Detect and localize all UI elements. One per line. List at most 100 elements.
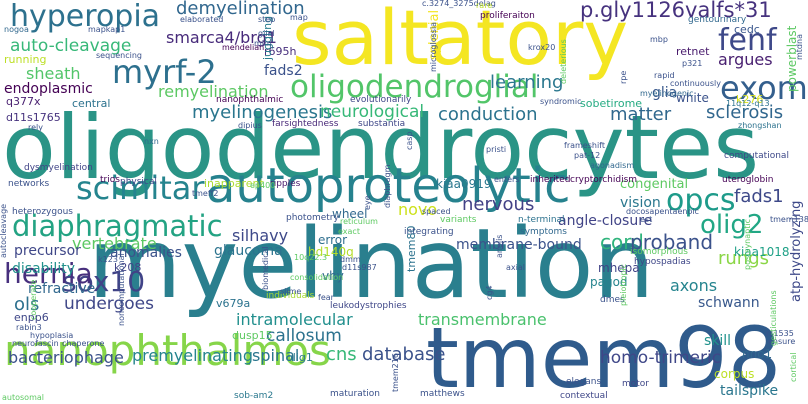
word-microglossia: deleterious (559, 39, 568, 84)
word-axial: slime (280, 287, 302, 296)
word-kiaa0919: kiaa0919 (436, 177, 492, 191)
word-trios: trios (100, 175, 120, 185)
word-p-gly1126valfs-31: p.gly1126valfs*31 (580, 0, 772, 22)
word-retnet: retnet (676, 45, 710, 58)
word-premyelinating: premyelinating (132, 346, 253, 365)
word-gentourinary: gentourinary (688, 15, 747, 25)
word-fenf: fenf (718, 23, 777, 58)
word-axons: axons (670, 276, 718, 295)
word-chaperone: neurofascin (12, 339, 59, 348)
word-rabin3: k123 (98, 255, 118, 264)
word-exact: tmeff2 (192, 189, 219, 198)
word-nervous: nervous (462, 194, 535, 215)
word-sequencing: mapkap1 (88, 25, 126, 34)
word-continuously: rapid (654, 71, 675, 80)
word-undergoes: undergoes (64, 294, 154, 314)
word-frameshift: zhongshan (738, 121, 782, 130)
word-diaphragmatic: diaphragmatic (12, 209, 223, 243)
word-biomedical: noncomputational (117, 253, 126, 326)
word-inherited: inherited (530, 175, 571, 185)
word-neurological: neurological (320, 102, 425, 122)
word-isomorphous: symptoms (520, 227, 567, 237)
word-rs1535: axial (506, 263, 525, 272)
word-auto-cleavage: auto-cleavage (10, 36, 132, 56)
word-n-terminal: variants (440, 215, 477, 225)
word-evolutionarily: evolutionarily (350, 95, 412, 105)
word-q377x: q377x (6, 95, 41, 108)
word-cooperate: eye (363, 195, 372, 210)
word-autosomal: chaperone (62, 339, 105, 348)
word-v679a: v679a (216, 297, 251, 310)
word-congenital: congenital (620, 177, 689, 192)
word-cryptorchidism: uteroglobin (722, 175, 774, 185)
word-physical: physical (120, 177, 157, 187)
word-wheel: wheel (332, 207, 368, 221)
word-postsynaptic: cg4 (485, 285, 494, 300)
word-computational: mtdna (795, 34, 804, 60)
word-farsightedness: farsightedness (272, 119, 339, 129)
word-eye: microglossia (429, 21, 438, 72)
word-integrating: n-terminal (518, 215, 565, 225)
word-11q12-q13: syndromic (540, 97, 582, 106)
word-running: mendelian (222, 43, 265, 52)
word-myelination: myelination (88, 208, 655, 320)
word-autocleavage: rpe (619, 70, 628, 84)
word-variants: photometry (286, 213, 339, 223)
word-noncomputational: autocleavage (0, 203, 8, 258)
word-step: elaborated (180, 15, 224, 24)
word-sob-am2: individuals (266, 291, 315, 301)
word-silhavy: silhavy (232, 226, 289, 245)
word-krox20: rare (476, 1, 493, 10)
word-motor: dmes (600, 295, 625, 305)
word-rapid: p321 (682, 59, 703, 68)
word-spaced: reticulum (340, 217, 378, 226)
word-mendelian: sequencing (96, 51, 142, 60)
word-inapparent: inapparent (204, 177, 264, 190)
word-fear: consolidation (290, 273, 344, 282)
word-diaphragm: cooperate (29, 279, 38, 320)
word-error: error (318, 233, 348, 247)
word-vhy: vhy (322, 269, 344, 283)
word-individuals: hypospadias (634, 257, 691, 267)
word-cord: cord (600, 230, 644, 254)
word-demyelination: demyelination (176, 0, 305, 19)
word-transmembrane: transmembrane (418, 310, 547, 329)
word-database: database (362, 344, 446, 365)
word-c-3274-3275delag: map (290, 13, 308, 22)
word-saltatory: saltatory (292, 0, 629, 82)
word-cortical: anolis (495, 234, 504, 258)
word-uteroglobin: computational (724, 151, 789, 161)
word-vision: vision (620, 195, 661, 211)
word-syndromic: myelinogenic (640, 89, 694, 98)
word-precursor: precursor (14, 243, 81, 259)
word-kiaa1018: kiaa1018 (734, 245, 790, 259)
word-rare: c.3274_3275delag (422, 0, 496, 8)
word-sox10: sox10 (62, 265, 146, 298)
word-nanophthalmic: nanophthalmic (216, 95, 284, 105)
word-hypoplasia: rabin3 (16, 323, 42, 332)
word-enpp6: enpp6 (14, 311, 49, 324)
word-reticulum: ep400 (250, 181, 276, 190)
word-proliferaiton: proliferaiton (480, 11, 535, 21)
word-olig2: olig2 (700, 210, 764, 240)
word-dmm: dipius (238, 121, 262, 130)
word-elaborated: running (4, 53, 47, 66)
word-intramolecular: intramolecular (236, 310, 353, 329)
word-anolis: tmem216 (391, 353, 400, 392)
word-ols: ols (14, 294, 40, 315)
word-hernia: hernia (4, 257, 93, 290)
word-r695h: r695h (264, 45, 297, 58)
word-glaucoma: glaucoma (214, 243, 283, 259)
word-matter: matter (610, 104, 672, 125)
word-d11s987: dmm (340, 255, 361, 264)
word-elegans: leukodystrophies (330, 301, 407, 311)
word-k208: k208 (114, 261, 142, 274)
word-gesticulations: casp (405, 131, 414, 150)
word-skill: skill (704, 333, 732, 349)
word-argues: argues (718, 50, 773, 69)
word-hd140q: hd140q (308, 245, 354, 259)
word-tailspike: tailspike (720, 383, 779, 399)
word-nanophthalmos: nanophthalmos (4, 326, 331, 375)
word-est: tmem138 (770, 215, 808, 224)
